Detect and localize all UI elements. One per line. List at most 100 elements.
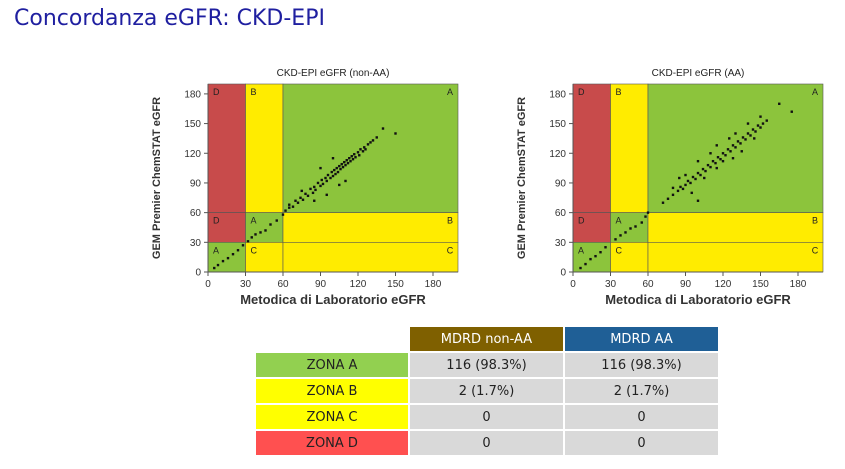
data-point [724, 154, 727, 157]
data-point [345, 158, 348, 162]
data-point [741, 136, 745, 139]
table-cell: 116 (98.3%) [565, 353, 718, 377]
zone-label: D [213, 216, 220, 226]
data-point [338, 164, 341, 168]
y-tick-label: 0 [560, 268, 566, 279]
zone-label: B [812, 216, 818, 226]
y-tick-label: 30 [190, 238, 202, 249]
table-cell: 0 [565, 431, 718, 455]
data-point [349, 159, 352, 163]
y-tick-label: 30 [555, 238, 567, 249]
y-tick-label: 0 [195, 268, 201, 279]
zone-region [282, 212, 459, 243]
data-point [334, 172, 337, 176]
data-point [690, 191, 693, 195]
data-point [719, 158, 722, 161]
data-point [316, 181, 320, 185]
data-point [671, 186, 675, 190]
zone-region [647, 212, 824, 243]
data-point [679, 185, 682, 189]
data-point [299, 196, 302, 199]
data-point [709, 165, 712, 169]
data-point [691, 175, 695, 179]
data-point [716, 156, 720, 159]
zone-region [572, 212, 611, 243]
data-point [736, 140, 740, 143]
x-tick-label: 90 [680, 279, 692, 290]
zone-region [647, 242, 824, 273]
data-point [340, 162, 343, 166]
data-point [344, 179, 347, 183]
zone-label: A [616, 216, 622, 226]
y-tick-label: 150 [549, 119, 566, 130]
table-corner [256, 327, 408, 351]
data-point [753, 137, 756, 140]
data-point [394, 132, 397, 135]
x-tick-label: 180 [790, 279, 807, 290]
zone-label: B [251, 87, 257, 97]
column-header-mdrd-non-aa: MDRD non-AA [410, 327, 563, 351]
data-point [335, 166, 338, 170]
data-point [364, 148, 367, 151]
data-point [629, 227, 632, 230]
data-point [236, 249, 240, 252]
data-point [291, 205, 295, 208]
data-point [319, 184, 322, 188]
data-point [325, 193, 328, 197]
data-point [754, 130, 757, 133]
y-tick-label: 90 [555, 178, 567, 189]
data-point [721, 159, 725, 163]
zone-region [282, 83, 459, 213]
table-cell: 0 [410, 431, 563, 455]
data-point [361, 150, 365, 153]
data-point [350, 155, 353, 158]
zone-label: C [251, 245, 258, 255]
column-header-mdrd-aa: MDRD AA [565, 327, 718, 351]
zone-label: ZONA D [256, 431, 408, 455]
data-point [734, 132, 737, 135]
data-point [343, 160, 346, 164]
zone-label: C [812, 245, 819, 255]
table-cell: 0 [410, 405, 563, 429]
data-point [751, 128, 755, 131]
x-tick-label: 120 [350, 279, 367, 290]
data-point [709, 152, 712, 155]
data-point [331, 174, 335, 178]
y-axis-label: GEM Premier ChemSTAT eGFR [151, 97, 163, 259]
zone-label: ZONA C [256, 405, 408, 429]
zone-label: D [213, 87, 220, 97]
data-point [696, 159, 700, 163]
data-point [320, 178, 323, 182]
data-point [579, 266, 582, 270]
data-point [646, 211, 650, 214]
data-point [721, 152, 725, 155]
data-point [689, 181, 692, 185]
x-tick-label: 120 [715, 279, 732, 290]
data-point [731, 144, 735, 147]
table-header-row: MDRD non-AA MDRD AA [256, 327, 718, 351]
y-tick-label: 150 [184, 119, 201, 130]
zone-label: A [578, 245, 584, 255]
zone-region [572, 242, 611, 273]
data-point [749, 134, 752, 137]
data-point [706, 163, 710, 167]
data-point [746, 122, 750, 125]
data-point [371, 139, 375, 142]
data-point [264, 229, 267, 232]
data-point [304, 192, 307, 196]
table-row: ZONA D 0 0 [256, 431, 718, 455]
data-point [686, 179, 690, 183]
data-point [696, 199, 700, 202]
data-point [250, 236, 253, 239]
y-tick-label: 120 [549, 149, 566, 160]
data-point [704, 169, 707, 173]
zone-label: B [616, 87, 622, 97]
table-cell: 0 [565, 405, 718, 429]
data-point [311, 191, 315, 195]
data-point [301, 198, 305, 201]
data-point [319, 166, 322, 170]
data-point [269, 223, 272, 226]
data-point [684, 183, 687, 187]
data-point [336, 170, 340, 174]
x-tick-label: 180 [425, 279, 442, 290]
